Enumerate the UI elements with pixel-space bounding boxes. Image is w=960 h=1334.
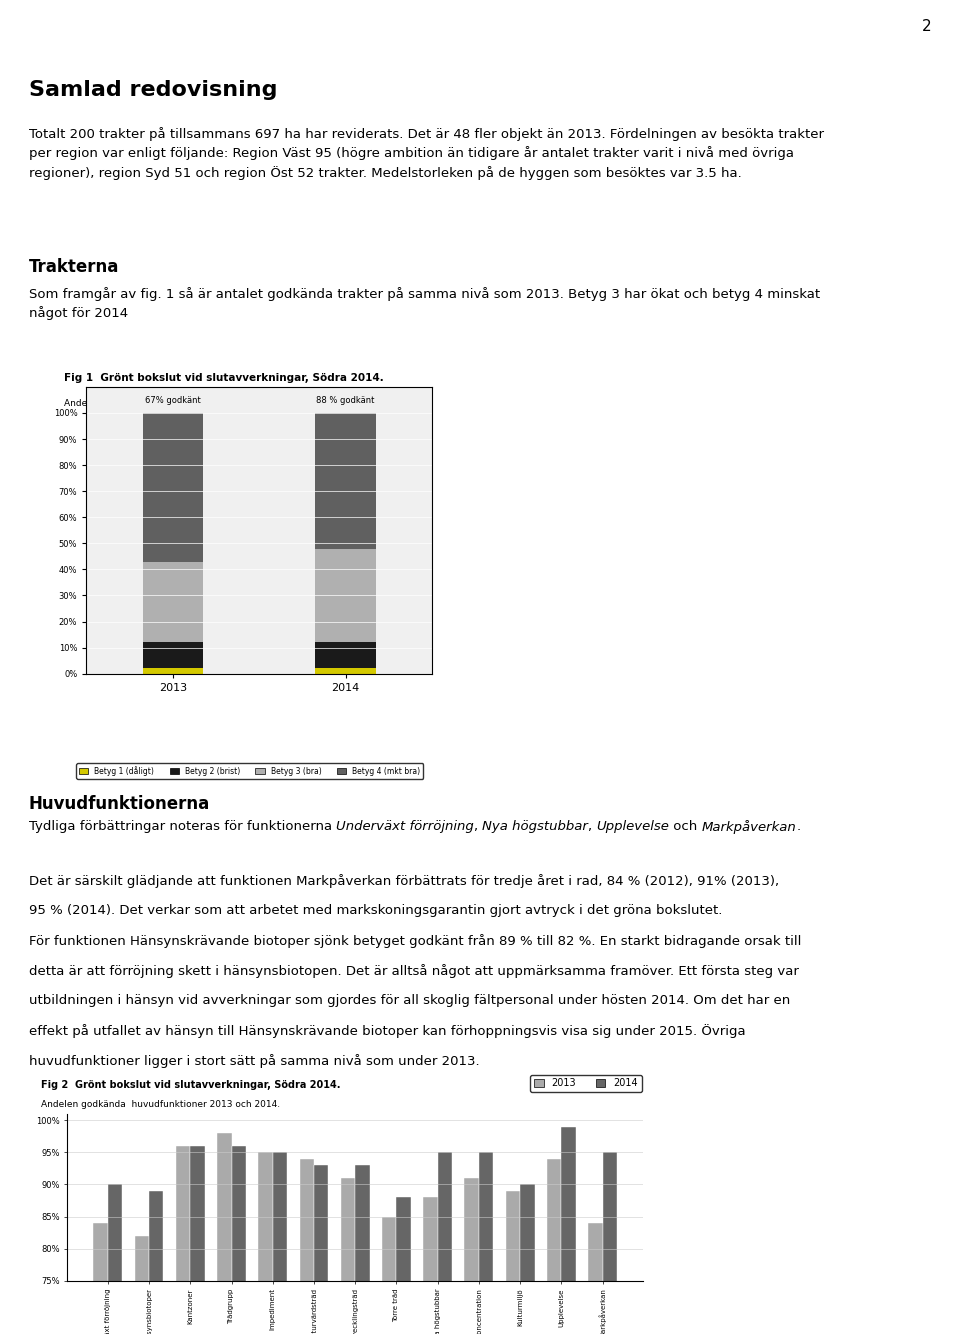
Text: ,: , (588, 820, 596, 834)
Text: 95 % (2014). Det verkar som att arbetet med markskoningsgarantin gjort avtryck i: 95 % (2014). Det verkar som att arbetet … (29, 903, 722, 916)
Bar (217, 1133, 231, 1334)
Bar (382, 1217, 396, 1334)
Bar (355, 1165, 370, 1334)
Text: ,: , (474, 820, 482, 834)
Bar (190, 1146, 204, 1334)
Bar (258, 1153, 273, 1334)
Bar (315, 643, 375, 668)
Text: 2: 2 (922, 19, 931, 35)
Bar (520, 1185, 535, 1334)
Bar (562, 1127, 576, 1334)
Text: Upplevelse: Upplevelse (596, 820, 669, 834)
Bar (547, 1159, 562, 1334)
Bar (142, 643, 204, 668)
Bar (108, 1185, 122, 1334)
Text: Huvudfunktionerna: Huvudfunktionerna (29, 795, 210, 812)
Legend: Betyg 1 (dåligt), Betyg 2 (brist), Betyg 3 (bra), Betyg 4 (mkt bra): Betyg 1 (dåligt), Betyg 2 (brist), Betyg… (76, 763, 423, 779)
Bar (315, 668, 375, 674)
Bar (142, 562, 204, 643)
Text: Totalt 200 trakter på tillsammans 697 ha har reviderats. Det är 48 fler objekt ä: Totalt 200 trakter på tillsammans 697 ha… (29, 127, 824, 180)
Text: Markpåverkan: Markpåverkan (702, 820, 797, 834)
Text: 88 % godkänt: 88 % godkänt (317, 396, 374, 406)
Bar (142, 414, 204, 562)
Bar (273, 1153, 287, 1334)
Text: Trakterna: Trakterna (29, 257, 119, 276)
Text: .: . (797, 820, 801, 834)
Text: Tydliga förbättringar noteras för funktionerna: Tydliga förbättringar noteras för funkti… (29, 820, 336, 834)
Text: Underväxt förröjning: Underväxt förröjning (336, 820, 474, 834)
Bar (315, 414, 375, 548)
Legend: 2013, 2014: 2013, 2014 (530, 1075, 641, 1093)
Bar (423, 1198, 438, 1334)
Text: Fig 2  Grönt bokslut vid slutavverkningar, Södra 2014.: Fig 2 Grönt bokslut vid slutavverkningar… (41, 1081, 341, 1090)
Bar (506, 1191, 520, 1334)
Text: huvudfunktioner ligger i stort sätt på samma nivå som under 2013.: huvudfunktioner ligger i stort sätt på s… (29, 1054, 479, 1067)
Bar (465, 1178, 479, 1334)
Text: Fig 1  Grönt bokslut vid slutavverkningar, Södra 2014.: Fig 1 Grönt bokslut vid slutavverkningar… (64, 374, 384, 383)
Bar (588, 1223, 603, 1334)
Bar (231, 1146, 246, 1334)
Text: Nya högstubbar: Nya högstubbar (482, 820, 588, 834)
Bar (93, 1223, 108, 1334)
Bar (149, 1191, 163, 1334)
Text: och: och (669, 820, 702, 834)
Text: Samlad redovisning: Samlad redovisning (29, 80, 277, 100)
Bar (341, 1178, 355, 1334)
Text: effekt på utfallet av hänsyn till Hänsynskrävande biotoper kan förhoppningsvis v: effekt på utfallet av hänsyn till Hänsyn… (29, 1023, 745, 1038)
Text: Det är särskilt glädjande att funktionen Markpåverkan förbättrats för tredje åre: Det är särskilt glädjande att funktionen… (29, 874, 779, 887)
Text: 67% godkänt: 67% godkänt (145, 396, 201, 406)
Bar (314, 1165, 328, 1334)
Bar (134, 1235, 149, 1334)
Bar (315, 548, 375, 643)
Bar (142, 668, 204, 674)
Text: Andelen godkända trakter och fördelning av traktbetyg 2013 och 2014: Andelen godkända trakter och fördelning … (64, 399, 386, 408)
Text: detta är att förröjning skett i hänsynsbiotopen. Det är alltså något att uppmärk: detta är att förröjning skett i hänsynsb… (29, 963, 799, 978)
Bar (300, 1159, 314, 1334)
Bar (176, 1146, 190, 1334)
Bar (479, 1153, 493, 1334)
Text: Som framgår av fig. 1 så är antalet godkända trakter på samma nivå som 2013. Bet: Som framgår av fig. 1 så är antalet godk… (29, 287, 820, 320)
Text: utbildningen i hänsyn vid avverkningar som gjordes för all skoglig fältpersonal : utbildningen i hänsyn vid avverkningar s… (29, 994, 790, 1007)
Bar (603, 1153, 617, 1334)
Bar (396, 1198, 411, 1334)
Bar (438, 1153, 452, 1334)
Text: För funktionen Hänsynskrävande biotoper sjönk betyget godkänt från 89 % till 82 : För funktionen Hänsynskrävande biotoper … (29, 934, 802, 947)
Text: Andelen godkända  huvudfunktioner 2013 och 2014.: Andelen godkända huvudfunktioner 2013 oc… (41, 1101, 280, 1109)
